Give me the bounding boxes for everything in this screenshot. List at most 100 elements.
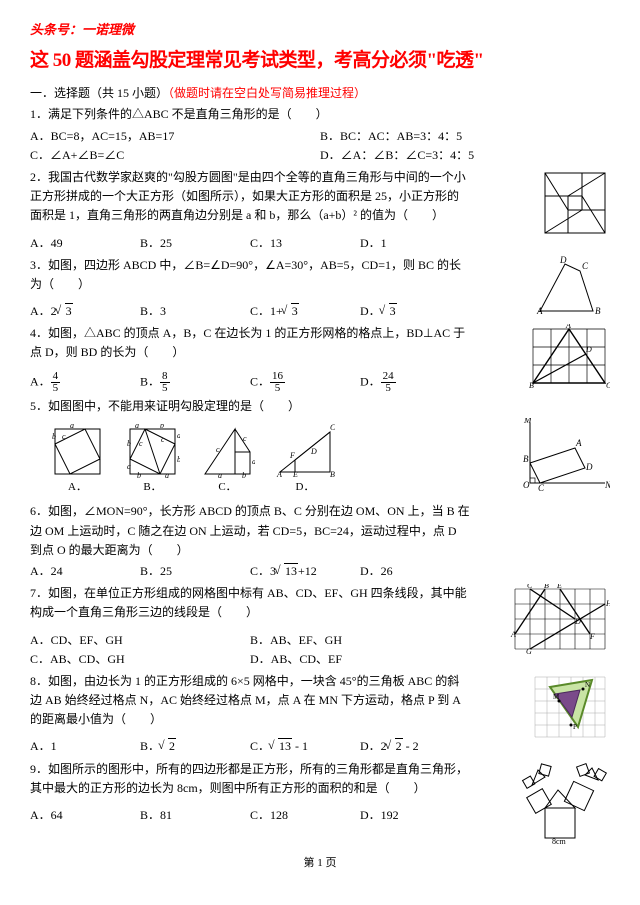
q7-figure: AB CD EF GH [510,584,610,654]
q8-opt-d: D．22 - 2 [360,737,470,756]
q1-opt-c: C．∠A+∠B=∠C [30,146,320,165]
q7-opt-c: C．AB、CD、GH [30,650,250,669]
svg-text:a: a [252,457,255,466]
q7-stem: 7．如图，在单位正方形组成的网格图中标有 AB、CD、EF、GH 四条线段，其中… [30,584,470,622]
svg-text:a: a [135,424,139,430]
q3-opt-d: D．3 [360,302,470,321]
q3-stem: 3．如图，四边形 ABCD 中，∠B=∠D=90°，∠A=30°，AB=5，CD… [30,256,470,294]
section-note: （做题时请在空白处写简易推理过程） [168,86,366,100]
q6-options: A．24 B．25 C．313+12 D．26 [30,562,470,581]
svg-text:B: B [330,470,335,479]
q7-opt-a: A．CD、EF、GH [30,631,250,650]
q6-opt-c: C．313+12 [250,562,360,581]
q7-opt-b: B．AB、EF、GH [250,631,470,650]
q5-fig-c: a b c c a C． [200,424,255,497]
svg-text:b: b [52,432,56,441]
q1-stem: 1．满足下列条件的△ABC 不是直角三角形的是（ ） [30,105,610,124]
q3-opt-c: C．1+3 [250,302,360,321]
svg-text:M: M [553,693,560,701]
q6-opt-d: D．26 [360,562,470,581]
svg-text:a: a [218,471,222,479]
q2-options: A．49 B．25 C．13 D．1 [30,234,470,253]
q4-opt-a: A．45 [30,371,140,394]
svg-text:C: C [582,261,589,271]
svg-text:C: C [538,483,545,493]
svg-text:8cm: 8cm [552,837,567,845]
svg-text:c: c [161,435,165,444]
svg-text:c: c [62,432,66,441]
svg-text:G: G [526,647,532,654]
q8-opt-b: B．2 [140,737,250,756]
q5-fig-d: A E B C F D D． [275,424,335,497]
svg-text:B: B [529,381,534,389]
q3-opt-b: B．3 [140,302,250,321]
q6-figure: M N O B A D C [520,418,610,493]
q2-opt-d: D．1 [360,234,470,253]
q7-options: A．CD、EF、GH B．AB、EF、GH C．AB、CD、GH D．AB、CD… [30,631,470,669]
svg-text:D: D [310,447,317,456]
q7-opt-d: D．AB、CD、EF [250,650,470,669]
page-number: 第 1 页 [30,855,610,873]
q8-opt-c: C．13 - 1 [250,737,360,756]
svg-text:N: N [585,681,590,689]
svg-text:C: C [330,424,335,432]
svg-text:B: B [595,306,601,316]
svg-text:A: A [510,630,516,639]
q3-figure: A B C D [535,256,610,316]
svg-text:C: C [606,381,610,389]
q9-figure: 8cm [520,760,610,845]
q2-stem: 2．我国古代数学家赵爽的"勾股方圆图"是由四个全等的直角三角形与中间的一个小正方… [30,168,470,226]
svg-text:E: E [556,584,562,590]
header-line: 头条号：一诺理微 [30,20,610,41]
q9-opt-a: A．64 [30,806,140,825]
q1-options: A．BC=8，AC=15，AB=17 B．BC：AC：AB=3：4：5 C．∠A… [30,127,610,165]
q8-opt-a: A．1 [30,737,140,756]
svg-text:b: b [137,471,141,479]
svg-text:E: E [292,470,298,479]
q2-opt-c: C．13 [250,234,360,253]
svg-text:D: D [585,462,593,472]
q2-opt-a: A．49 [30,234,140,253]
q4-options: A．45 B．85 C．165 D．245 [30,371,470,394]
q2-opt-b: B．25 [140,234,250,253]
q3-opt-a: A．23 [30,302,140,321]
q4-opt-d: D．245 [360,371,470,394]
svg-text:N: N [604,480,610,490]
svg-text:a: a [177,431,180,440]
q6-opt-b: B．25 [140,562,250,581]
svg-text:F: F [589,632,595,641]
svg-text:b: b [177,455,180,464]
q5-stem: 5．如图图中，不能用来证明勾股定理的是（ ） [30,397,610,416]
q6-opt-a: A．24 [30,562,140,581]
svg-text:P: P [573,723,577,731]
q1-opt-b: B．BC：AC：AB=3：4：5 [320,127,610,146]
q5-fig-b: ab ab ba ba cc B． [125,424,180,497]
svg-text:D: D [574,617,581,626]
q5-fig-a: b a c A． [50,424,105,497]
q9-opt-b: B．81 [140,806,250,825]
q9-opt-c: C．128 [250,806,360,825]
svg-text:A: A [536,306,543,316]
svg-text:B: B [523,454,529,464]
svg-text:O: O [523,480,530,490]
q6-stem: 6．如图，∠MON=90°，长方形 ABCD 的顶点 B、C 分别在边 OM、O… [30,502,470,560]
q9-options: A．64 B．81 C．128 D．192 [30,806,470,825]
q4-figure: B C A D [528,324,610,389]
section-label: 一．选择题（共 15 小题） [30,86,168,100]
svg-text:D: D [585,345,592,354]
svg-text:a: a [70,424,74,430]
q8-options: A．1 B．2 C．13 - 1 D．22 - 2 [30,737,470,756]
q8-figure: M N P [530,672,610,742]
svg-text:b: b [242,471,246,479]
q4-opt-b: B．85 [140,371,250,394]
svg-text:D: D [559,256,567,265]
q1-opt-a: A．BC=8，AC=15，AB=17 [30,127,320,146]
svg-text:b: b [160,424,164,430]
q2-figure [540,168,610,238]
svg-text:B: B [544,584,549,590]
svg-text:c: c [243,434,247,443]
q3-options: A．23 B．3 C．1+3 D．3 [30,302,470,321]
svg-text:A: A [575,438,582,448]
section-heading: 一．选择题（共 15 小题）（做题时请在空白处写简易推理过程） [30,84,610,103]
svg-text:A: A [276,470,282,479]
